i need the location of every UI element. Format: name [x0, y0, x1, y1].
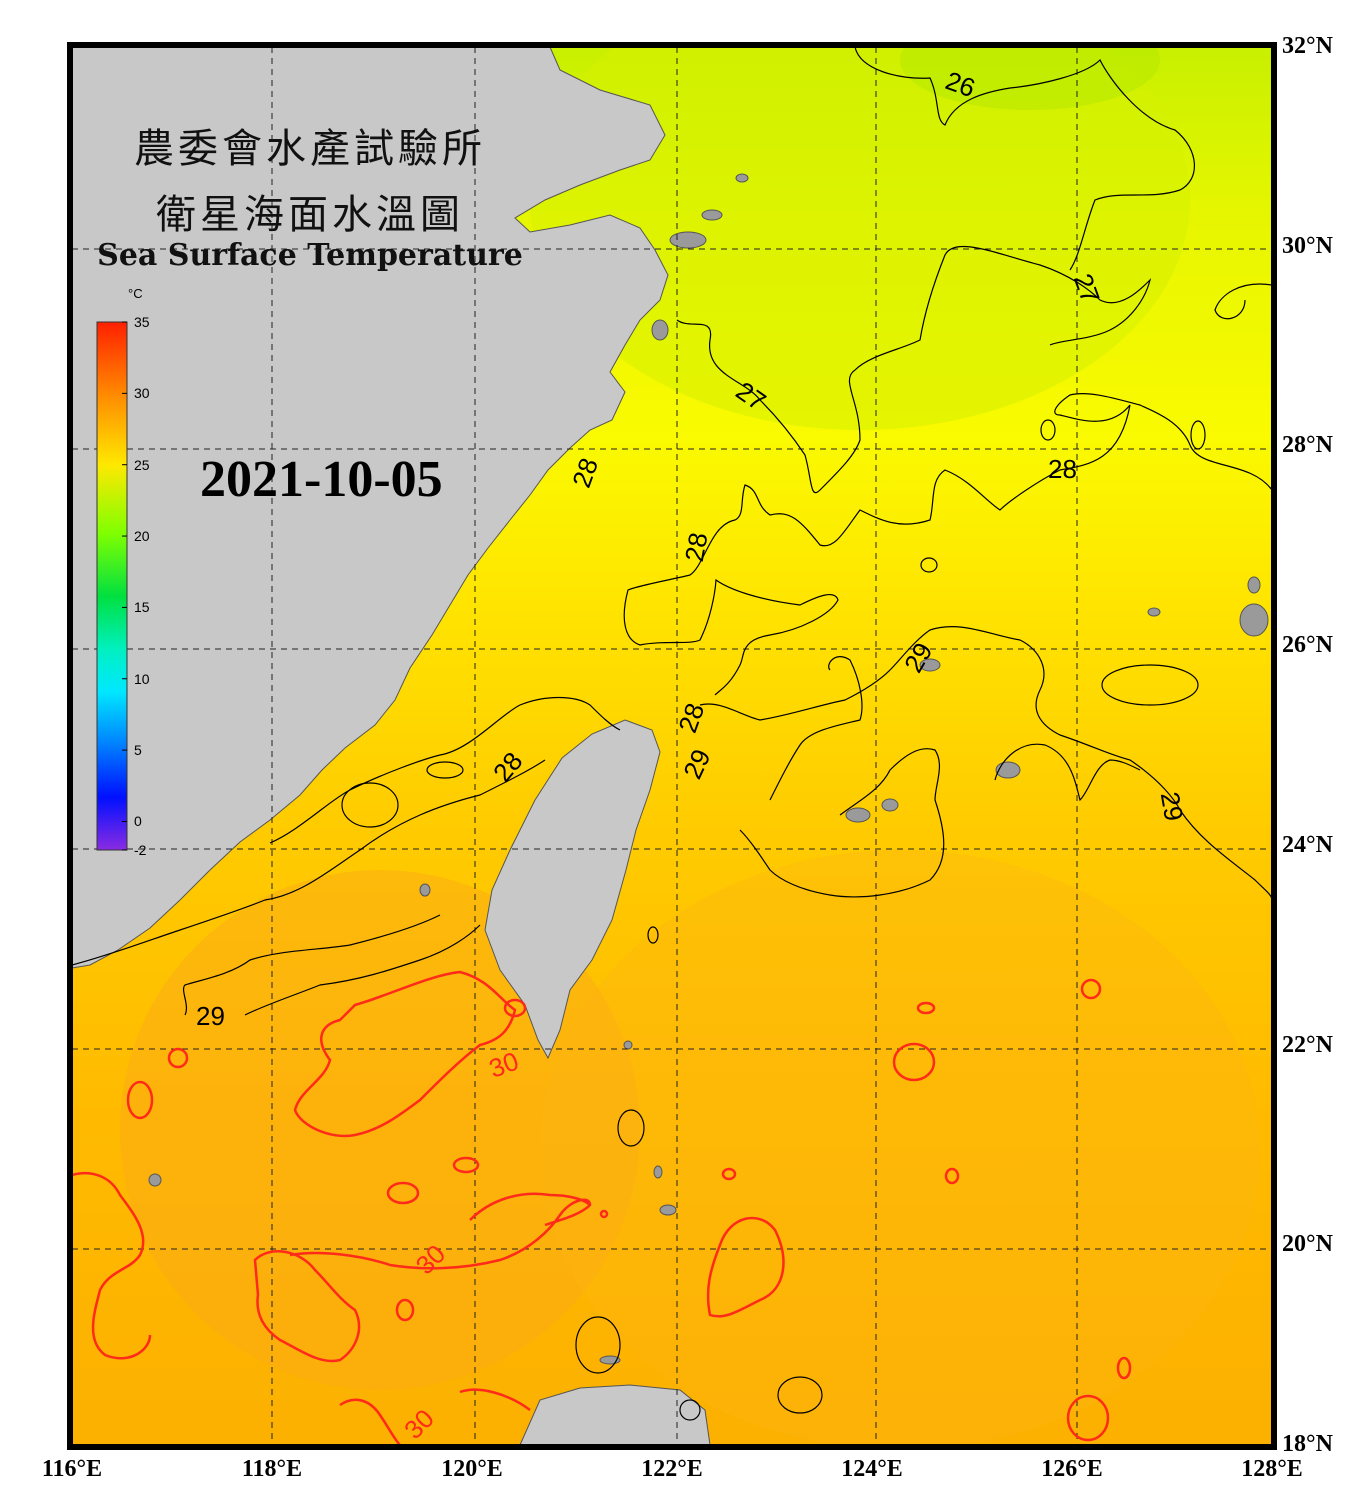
lon-label: 116°E: [41, 1456, 103, 1482]
lon-label: 128°E: [1241, 1456, 1303, 1482]
lat-label: 26°N: [1282, 632, 1333, 659]
map-frame: [67, 42, 1277, 1450]
lat-label: 22°N: [1282, 1031, 1333, 1058]
lat-label: 20°N: [1282, 1231, 1333, 1258]
lat-label: 18°N: [1282, 1431, 1333, 1457]
legend-tick-label: 25: [134, 456, 150, 473]
legend-tick-marks: [122, 321, 127, 851]
legend-tick-label: 15: [134, 599, 150, 616]
warm-patch: [540, 850, 1260, 1445]
legend-tick-label: 35: [134, 314, 150, 330]
legend-tick-label: -2: [134, 842, 147, 858]
small-islands: [148, 173, 1269, 1365]
isotherms-black: [72, 47, 1272, 1421]
lon-label: 124°E: [841, 1456, 903, 1482]
legend-tick-label: 10: [134, 670, 150, 687]
legend-tick-label: 0: [134, 813, 142, 830]
taiwan-island: [484, 719, 661, 1060]
graticule: [72, 47, 1272, 1445]
lon-label: 118°E: [241, 1456, 303, 1482]
title-english: Sea Surface Temperature: [97, 238, 523, 273]
lon-label: 120°E: [441, 1456, 503, 1482]
lat-label: 30°N: [1282, 232, 1333, 259]
legend-colorbar: [96, 321, 128, 851]
lat-label: 24°N: [1282, 831, 1333, 858]
isotherms-30: [72, 970, 1132, 1445]
legend-tick-label: 30: [134, 385, 150, 402]
isotherm-label-28: 28: [1048, 454, 1077, 484]
legend-tick-label: 20: [134, 528, 150, 545]
isotherm-label-28: 28: [679, 530, 714, 564]
title-chinese-map: 衛星海面水溫圖: [156, 192, 464, 238]
mainland-china: [72, 47, 669, 969]
luzon-island: [519, 1384, 711, 1445]
isotherm-label-29: 29: [196, 1001, 225, 1031]
cool-patch: [900, 47, 1160, 110]
lat-label: 32°N: [1282, 33, 1333, 59]
lat-label: 28°N: [1282, 432, 1333, 459]
map-date: 2021-10-05: [200, 451, 443, 508]
lon-label: 126°E: [1041, 1456, 1103, 1482]
isotherm-label-29: 29: [1155, 790, 1190, 824]
legend-tick-label: 5: [134, 742, 142, 759]
title-chinese-institute: 農委會水產試驗所: [134, 126, 486, 172]
lon-label: 122°E: [641, 1456, 703, 1482]
cool-patch: [530, 47, 1190, 430]
legend-unit: °C: [128, 286, 143, 301]
